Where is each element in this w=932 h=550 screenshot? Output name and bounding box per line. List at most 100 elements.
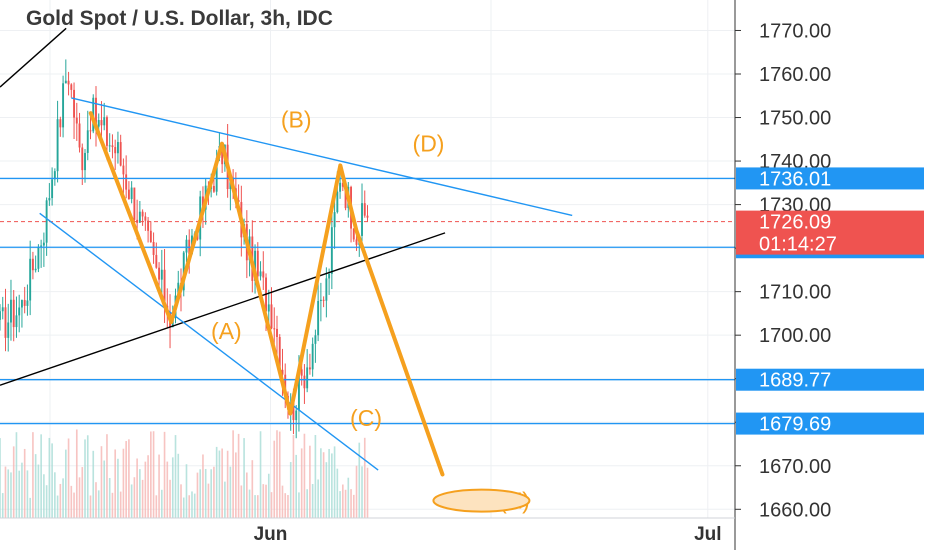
volume-bar [191, 491, 193, 518]
volume-bar [78, 477, 81, 518]
candle-body [355, 239, 358, 245]
candle-body [341, 182, 344, 187]
candle-body [10, 299, 12, 323]
volume-bar [240, 485, 243, 518]
candle-body [306, 367, 309, 389]
volume-bar [73, 492, 75, 518]
volume-bar [361, 466, 363, 518]
wave-line [88, 111, 445, 477]
volume-bar [355, 465, 358, 518]
volume-bar [139, 469, 141, 518]
last-price-label: 1726.09 [759, 212, 831, 234]
last-price-tag [736, 210, 924, 255]
channel-upper-black [0, 27, 67, 88]
volume-bar [311, 484, 314, 518]
volume-bar [251, 460, 254, 518]
candle-body [26, 300, 29, 306]
volume-bar [336, 468, 339, 518]
volume-bar [303, 433, 306, 518]
volume-bar [366, 467, 369, 518]
candle-body [295, 410, 298, 421]
volume-bar [344, 489, 347, 518]
candle-body [73, 89, 76, 118]
candle-body [125, 174, 128, 190]
candle-body [317, 300, 320, 336]
candle-body [262, 271, 265, 278]
volume-bar [281, 485, 284, 518]
candle-body [314, 335, 317, 344]
volume-bar [331, 453, 333, 518]
volume-bar [21, 462, 23, 518]
level-price-label: 1736.01 [759, 168, 831, 190]
candle-body [1, 307, 4, 312]
candle-body [163, 269, 166, 306]
volume-bar [193, 493, 196, 518]
candle-body [160, 269, 163, 280]
candle-body [31, 258, 34, 271]
volume-bar [59, 483, 62, 518]
candle-body [256, 250, 259, 277]
volume-bar [103, 460, 106, 518]
volume-bar [23, 448, 26, 518]
volume-bar [188, 495, 191, 518]
volume-bar [314, 435, 317, 518]
volume-bar [111, 492, 114, 518]
volume-bar [62, 478, 64, 518]
candle-body [311, 343, 314, 370]
volume-bar [128, 439, 130, 518]
volume-bar [18, 470, 21, 518]
time-axis: Jun Jul [0, 517, 735, 545]
candle-body [158, 267, 161, 280]
level-price-label: 1689.77 [759, 370, 831, 392]
volume-bar [185, 464, 188, 518]
volume-bar [106, 434, 108, 518]
trendlines [0, 27, 573, 471]
candle-body [78, 123, 81, 148]
volume-bar [174, 435, 177, 518]
volume-bar [160, 489, 163, 518]
candle-body [254, 250, 257, 281]
candle-body [12, 299, 15, 328]
candle-body [278, 337, 281, 370]
horizontal-levels [0, 177, 735, 425]
volume-bars [0, 429, 369, 518]
candle-body [344, 186, 347, 209]
candle-body [97, 120, 100, 127]
volume-bar [158, 454, 160, 518]
volume-bar [295, 454, 298, 518]
candle-body [20, 300, 23, 308]
volume-bar [350, 489, 352, 518]
volume-bar [122, 448, 125, 518]
price-axis-bg [735, 0, 932, 550]
volume-bar [40, 434, 42, 518]
candle-body [84, 152, 86, 171]
volume-bar [32, 432, 34, 518]
candle-body [64, 80, 67, 84]
volume-bar [237, 433, 240, 518]
volume-bar [119, 491, 122, 518]
wave-e-marker [432, 488, 531, 513]
volume-bar [10, 472, 12, 518]
price-tick-label: 1710.00 [759, 282, 831, 304]
volume-bar [202, 454, 204, 518]
candle-body [116, 142, 119, 154]
volume-bar [166, 461, 169, 518]
volume-bar [289, 462, 292, 518]
candle-body [328, 273, 331, 279]
candle-body [297, 369, 300, 411]
volume-bar [221, 448, 223, 518]
wave-label: (C) [350, 405, 382, 431]
price-tick-label: 1670.00 [759, 456, 831, 478]
candle-body [325, 278, 328, 301]
volume-bar [265, 484, 267, 518]
candle-body [106, 117, 108, 146]
candle-body [81, 147, 84, 171]
candle-body [339, 182, 342, 192]
wedge-upper-blue [71, 97, 573, 217]
volume-bar [70, 485, 73, 518]
time-tick-label: Jul [694, 524, 721, 545]
candle-body [89, 130, 92, 132]
volume-bar [204, 468, 207, 518]
candle-body [15, 315, 18, 328]
candle-body [75, 117, 78, 124]
